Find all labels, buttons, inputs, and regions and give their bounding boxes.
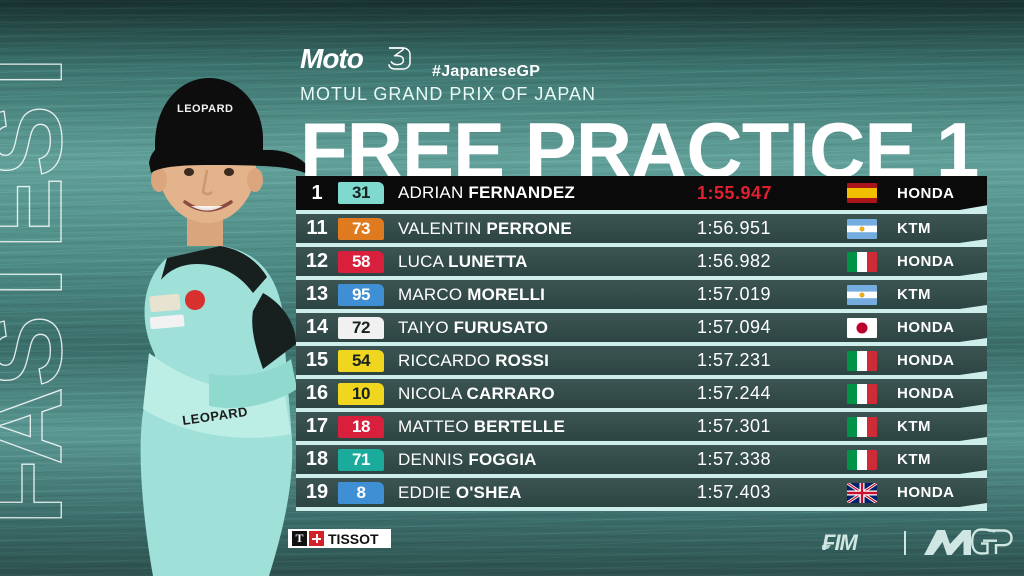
svg-text:FIM: FIM xyxy=(822,530,859,555)
svg-text:LEOPARD: LEOPARD xyxy=(177,103,233,115)
svg-text:Moto: Moto xyxy=(300,43,364,74)
